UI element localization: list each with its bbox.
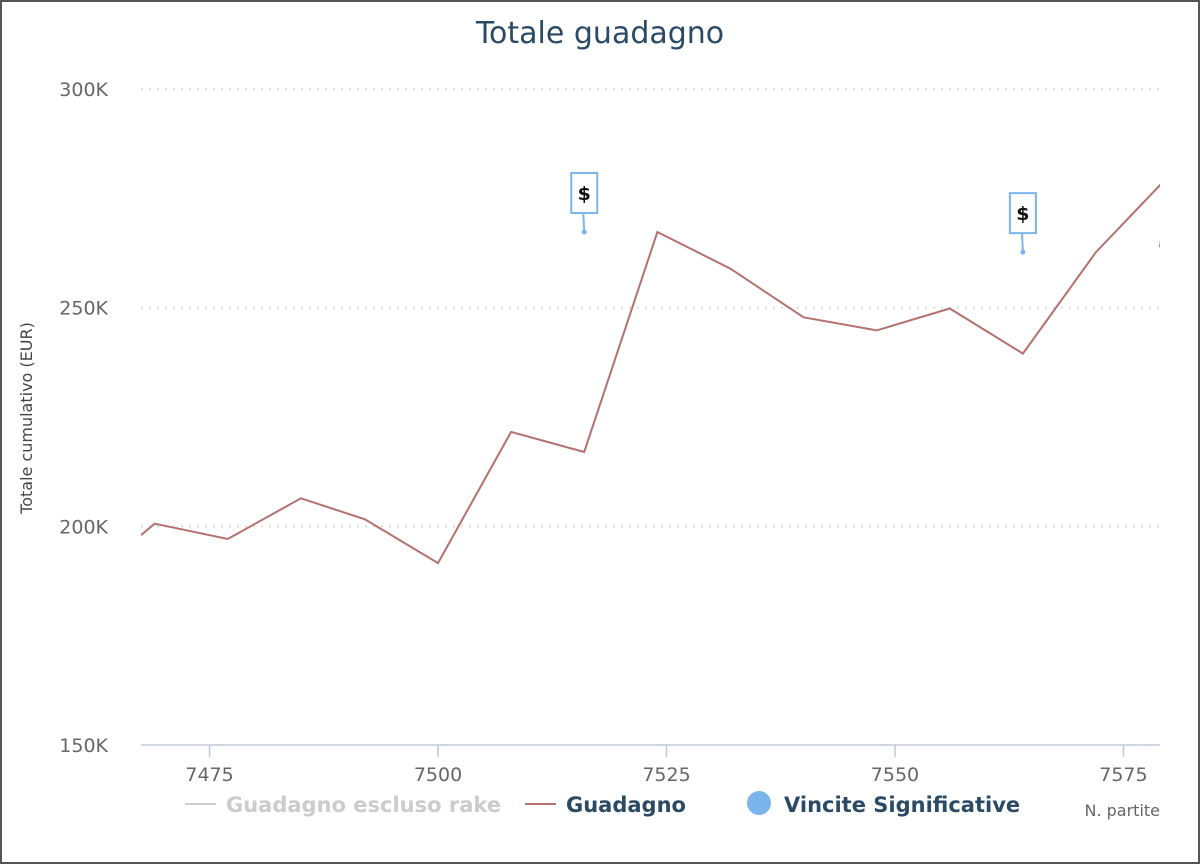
win-flag-label: $ xyxy=(1016,203,1029,225)
win-flag-stem xyxy=(1020,232,1024,253)
y-axis-label: Totale cumulativo (EUR) xyxy=(17,322,36,515)
y-tick-label: 150K xyxy=(59,735,108,757)
legend-label: Guadagno escluso rake xyxy=(226,793,501,817)
win-flag-label: $ xyxy=(578,183,591,205)
series-line-guadagno xyxy=(141,183,1160,565)
win-flag[interactable]: $ xyxy=(1008,192,1037,255)
y-tick-label: 200K xyxy=(59,516,108,538)
chart-title: Totale guadagno xyxy=(475,16,724,51)
plot-area xyxy=(141,183,1160,565)
win-flag-box xyxy=(570,172,599,215)
x-axis-label: N. partite xyxy=(1084,801,1160,820)
x-tick-label: 7525 xyxy=(642,764,690,786)
y-axis-ticks: 150K 200K 250K 300K xyxy=(59,79,108,757)
win-flag-point xyxy=(581,229,587,235)
legend-symbol xyxy=(747,791,771,815)
x-tick-label: 7575 xyxy=(1099,764,1147,786)
x-tick-label: 7550 xyxy=(871,764,919,786)
legend: Guadagno escluso rake Guadagno Vincite Sig… xyxy=(185,791,1020,817)
x-axis: 7475 7500 7525 7550 7575 xyxy=(141,744,1160,786)
x-tick-label: 7475 xyxy=(185,764,233,786)
win-flag[interactable]: $ xyxy=(570,172,599,235)
legend-item[interactable]: Guadagno escluso rake xyxy=(185,793,501,817)
win-flag-point xyxy=(1020,249,1026,255)
y-tick-label: 300K xyxy=(59,79,108,101)
significant-win-flags: $$ xyxy=(570,172,1037,255)
win-flag-box xyxy=(1008,192,1037,235)
legend-item[interactable]: Vincite Significative xyxy=(747,791,1020,817)
y-tick-label: 250K xyxy=(59,298,108,320)
gridlines xyxy=(141,88,1160,528)
x-tick-label: 7500 xyxy=(414,764,462,786)
legend-label: Guadagno xyxy=(566,793,686,817)
legend-label: Vincite Significative xyxy=(784,793,1020,817)
win-flag-stem xyxy=(582,211,586,233)
legend-item[interactable]: Guadagno xyxy=(525,793,686,817)
